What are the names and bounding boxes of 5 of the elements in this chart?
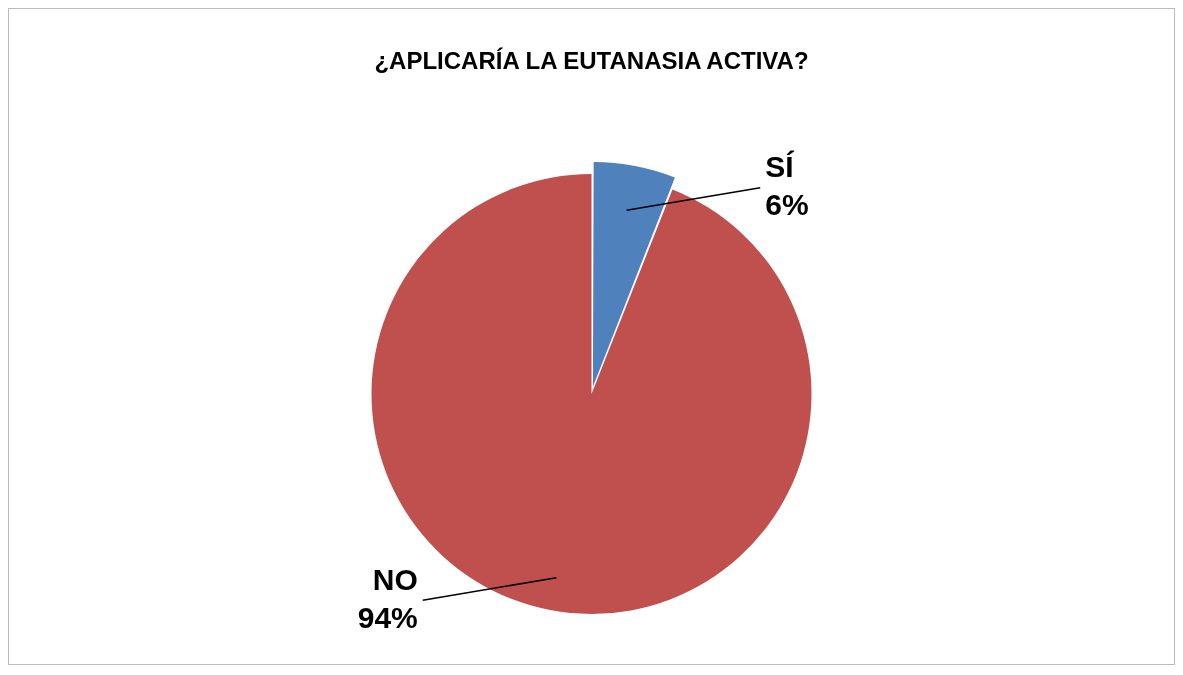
data-label: 94%	[357, 600, 418, 634]
data-label: 6%	[765, 187, 809, 221]
slice-label: SÍ	[765, 149, 795, 183]
slice-label: NO	[372, 562, 418, 596]
chart-title: ¿APLICARÍA LA EUTANASIA ACTIVA?	[373, 47, 810, 75]
